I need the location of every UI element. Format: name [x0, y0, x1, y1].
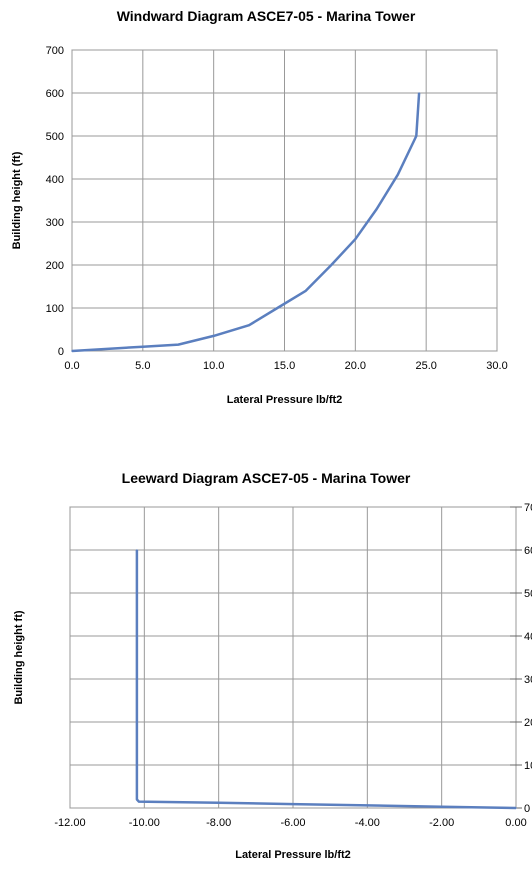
y-tick-label: 400: [46, 174, 64, 186]
data-point: [212, 335, 215, 337]
y-axis-label: Building height (ft): [11, 151, 23, 249]
data-point: [440, 805, 443, 808]
x-tick-label: 20.0: [345, 360, 366, 372]
x-tick-label: 25.0: [415, 360, 436, 372]
x-axis-label: Lateral Pressure lb/ft2: [235, 849, 351, 861]
x-tick-label: 0.0: [64, 360, 79, 372]
data-point: [354, 238, 357, 240]
y-tick-label: 100: [46, 303, 64, 315]
windward-chart: Windward Diagram ASCE7-05 - Marina Tower…: [0, 0, 532, 420]
leeward-chart: Leeward Diagram ASCE7-05 - Marina Tower …: [0, 450, 532, 871]
y-tick-label: 300: [524, 674, 532, 686]
data-point: [375, 208, 378, 210]
y-tick-label: 600: [46, 88, 64, 100]
x-tick-label: -10.00: [129, 817, 160, 829]
x-tick-label: -2.00: [429, 817, 454, 829]
data-point: [330, 264, 333, 266]
y-tick-label: 500: [46, 131, 64, 143]
y-tick-label: 700: [524, 502, 532, 514]
data-point: [292, 803, 294, 805]
data-point: [217, 802, 220, 804]
y-tick-label: 200: [524, 717, 532, 729]
y-tick-label: 100: [524, 760, 532, 772]
data-point: [136, 549, 138, 551]
leeward-plot: -12.00 -10.00 -8.00 -6.00 -4.00 -2.00 0.00 0 100…: [13, 502, 532, 861]
data-point: [515, 807, 517, 809]
y-tick-label: 0: [524, 803, 530, 815]
x-tick-label: 15.0: [274, 360, 295, 372]
x-tick-label: 30.0: [486, 360, 507, 372]
x-tick-label: -12.00: [54, 817, 85, 829]
data-point: [177, 343, 180, 346]
data-point: [276, 307, 279, 309]
data-point: [366, 804, 369, 807]
x-tick-label: -4.00: [355, 817, 380, 829]
data-point: [304, 290, 307, 292]
data-point: [415, 135, 418, 137]
y-tick-label: 700: [46, 45, 64, 57]
y-tick-label: 200: [46, 260, 64, 272]
data-point: [71, 350, 73, 352]
y-tick-label: 0: [58, 346, 64, 358]
y-tick-label: 600: [524, 545, 532, 557]
x-tick-label: 5.0: [135, 360, 150, 372]
x-tick-label: 0.00: [505, 817, 526, 829]
data-point: [142, 345, 144, 348]
y-tick-label: 500: [524, 588, 532, 600]
series-line: [71, 92, 421, 353]
y-tick-label: 300: [46, 217, 64, 229]
x-tick-label: -6.00: [280, 817, 305, 829]
x-tick-label: -8.00: [206, 817, 231, 829]
chart-title: Leeward Diagram ASCE7-05 - Marina Tower: [121, 470, 411, 486]
data-point: [418, 92, 420, 94]
x-tick-label: 10.0: [203, 360, 224, 372]
chart-title: Windward Diagram ASCE7-05 - Marina Tower: [116, 8, 416, 24]
data-point: [248, 324, 250, 327]
data-point: [136, 798, 138, 801]
y-axis-label: Building height ft): [13, 610, 25, 704]
windward-plot: 0.0 5.0 10.0 15.0 20.0 25.0 30.0 0 100 200 300 400 5…: [11, 45, 508, 406]
data-point: [397, 173, 399, 176]
data-point: [106, 348, 109, 350]
y-tick-label: 400: [524, 631, 532, 643]
data-point: [137, 800, 140, 803]
x-axis-label: Lateral Pressure lb/ft2: [227, 394, 343, 406]
